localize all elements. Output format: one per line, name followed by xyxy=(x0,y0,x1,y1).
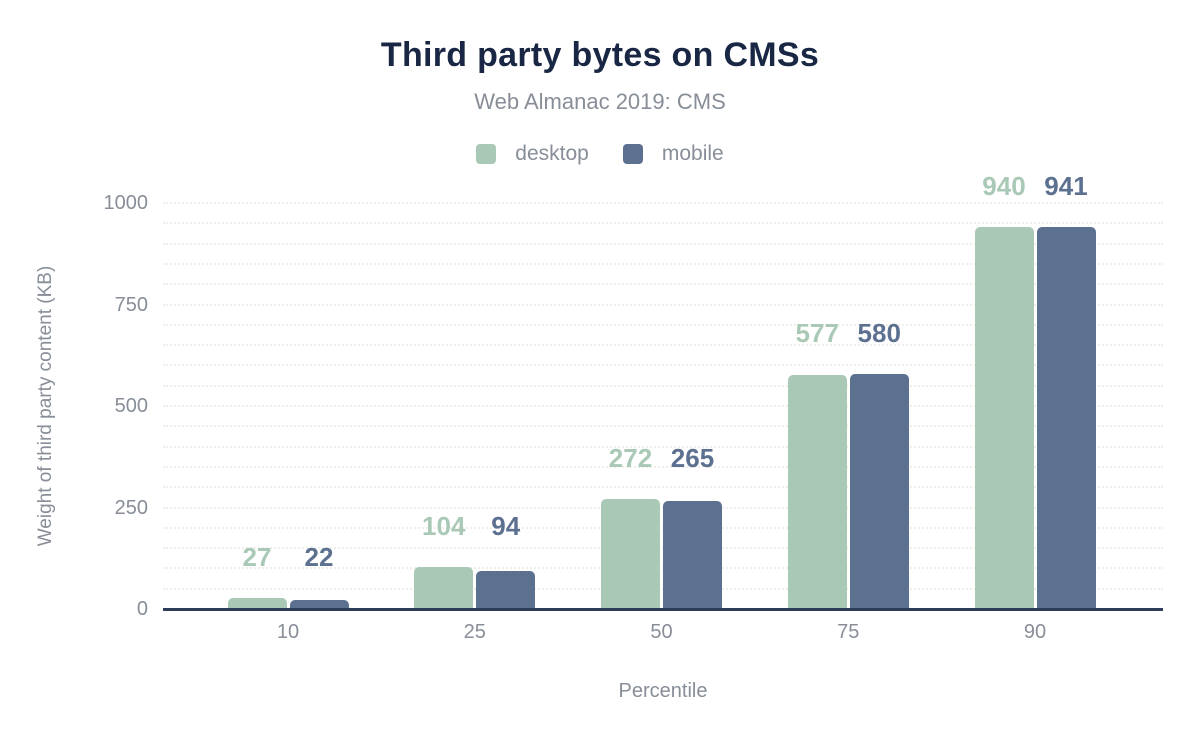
value-label-mobile-p90: 941 xyxy=(1044,170,1088,201)
chart-subtitle: Web Almanac 2019: CMS xyxy=(474,89,726,114)
x-tick-label: 10 xyxy=(276,621,300,643)
value-label-desktop-p50: 272 xyxy=(608,442,653,473)
legend-item-mobile[interactable]: mobile xyxy=(622,142,724,166)
legend-label: desktop xyxy=(515,142,589,165)
legend: desktop mobile xyxy=(0,142,1200,166)
value-label-desktop-p25: 104 xyxy=(422,510,466,541)
gridline xyxy=(163,262,1163,265)
gridline xyxy=(163,445,1163,448)
gridline xyxy=(163,425,1163,428)
bar-desktop-p25[interactable] xyxy=(414,566,474,609)
y-tick-label: 750 xyxy=(114,293,148,316)
chart-title: Third party bytes on CMSs xyxy=(380,36,820,74)
gridline xyxy=(163,465,1163,468)
gridline xyxy=(163,323,1163,326)
x-tick-label: 75 xyxy=(837,621,860,643)
value-label-mobile-p10: 22 xyxy=(304,542,334,573)
value-label-mobile-p25: 94 xyxy=(491,510,521,541)
x-tick-label: 90 xyxy=(1023,621,1047,643)
bar-mobile-p25[interactable] xyxy=(476,570,536,609)
x-axis-title: Percentile xyxy=(618,680,708,702)
gridline xyxy=(163,222,1163,225)
bar-desktop-p75[interactable] xyxy=(787,374,847,609)
value-label-desktop-p90: 940 xyxy=(982,170,1026,201)
value-label-mobile-p50: 265 xyxy=(670,442,715,473)
bar-mobile-p90[interactable] xyxy=(1036,226,1096,609)
x-axis-line xyxy=(163,608,1163,611)
x-tick-label: 50 xyxy=(650,621,673,643)
bar-mobile-p10[interactable] xyxy=(289,600,349,609)
gridline xyxy=(163,283,1163,286)
gridline xyxy=(163,384,1163,387)
legend-swatch-mobile xyxy=(622,144,643,164)
gridline xyxy=(163,202,1163,204)
value-label-mobile-p75: 580 xyxy=(857,317,901,348)
value-label-desktop-p10: 27 xyxy=(242,542,272,573)
bar-desktop-p50[interactable] xyxy=(601,498,660,609)
y-tick-label: 500 xyxy=(114,395,148,417)
bar-mobile-p50[interactable] xyxy=(663,501,722,609)
value-label-desktop-p75: 577 xyxy=(795,317,839,348)
y-tick-label: 1000 xyxy=(103,192,149,214)
x-tick-label: 25 xyxy=(463,621,486,643)
legend-label: mobile xyxy=(661,142,724,165)
y-axis-title: Weight of third party content (KB) xyxy=(35,265,56,547)
gridline xyxy=(163,242,1163,245)
legend-swatch-desktop xyxy=(476,144,497,164)
y-tick-label: 250 xyxy=(114,496,148,519)
gridline xyxy=(163,364,1163,367)
bar-desktop-p10[interactable] xyxy=(227,598,287,609)
bar-mobile-p75[interactable] xyxy=(849,373,909,609)
y-tick-label: 0 xyxy=(136,598,148,620)
gridline xyxy=(163,405,1163,407)
bar-desktop-p90[interactable] xyxy=(974,227,1034,609)
gridline xyxy=(163,303,1163,306)
gridline xyxy=(163,344,1163,347)
gridline xyxy=(163,486,1163,489)
legend-item-desktop[interactable]: desktop xyxy=(476,142,589,166)
